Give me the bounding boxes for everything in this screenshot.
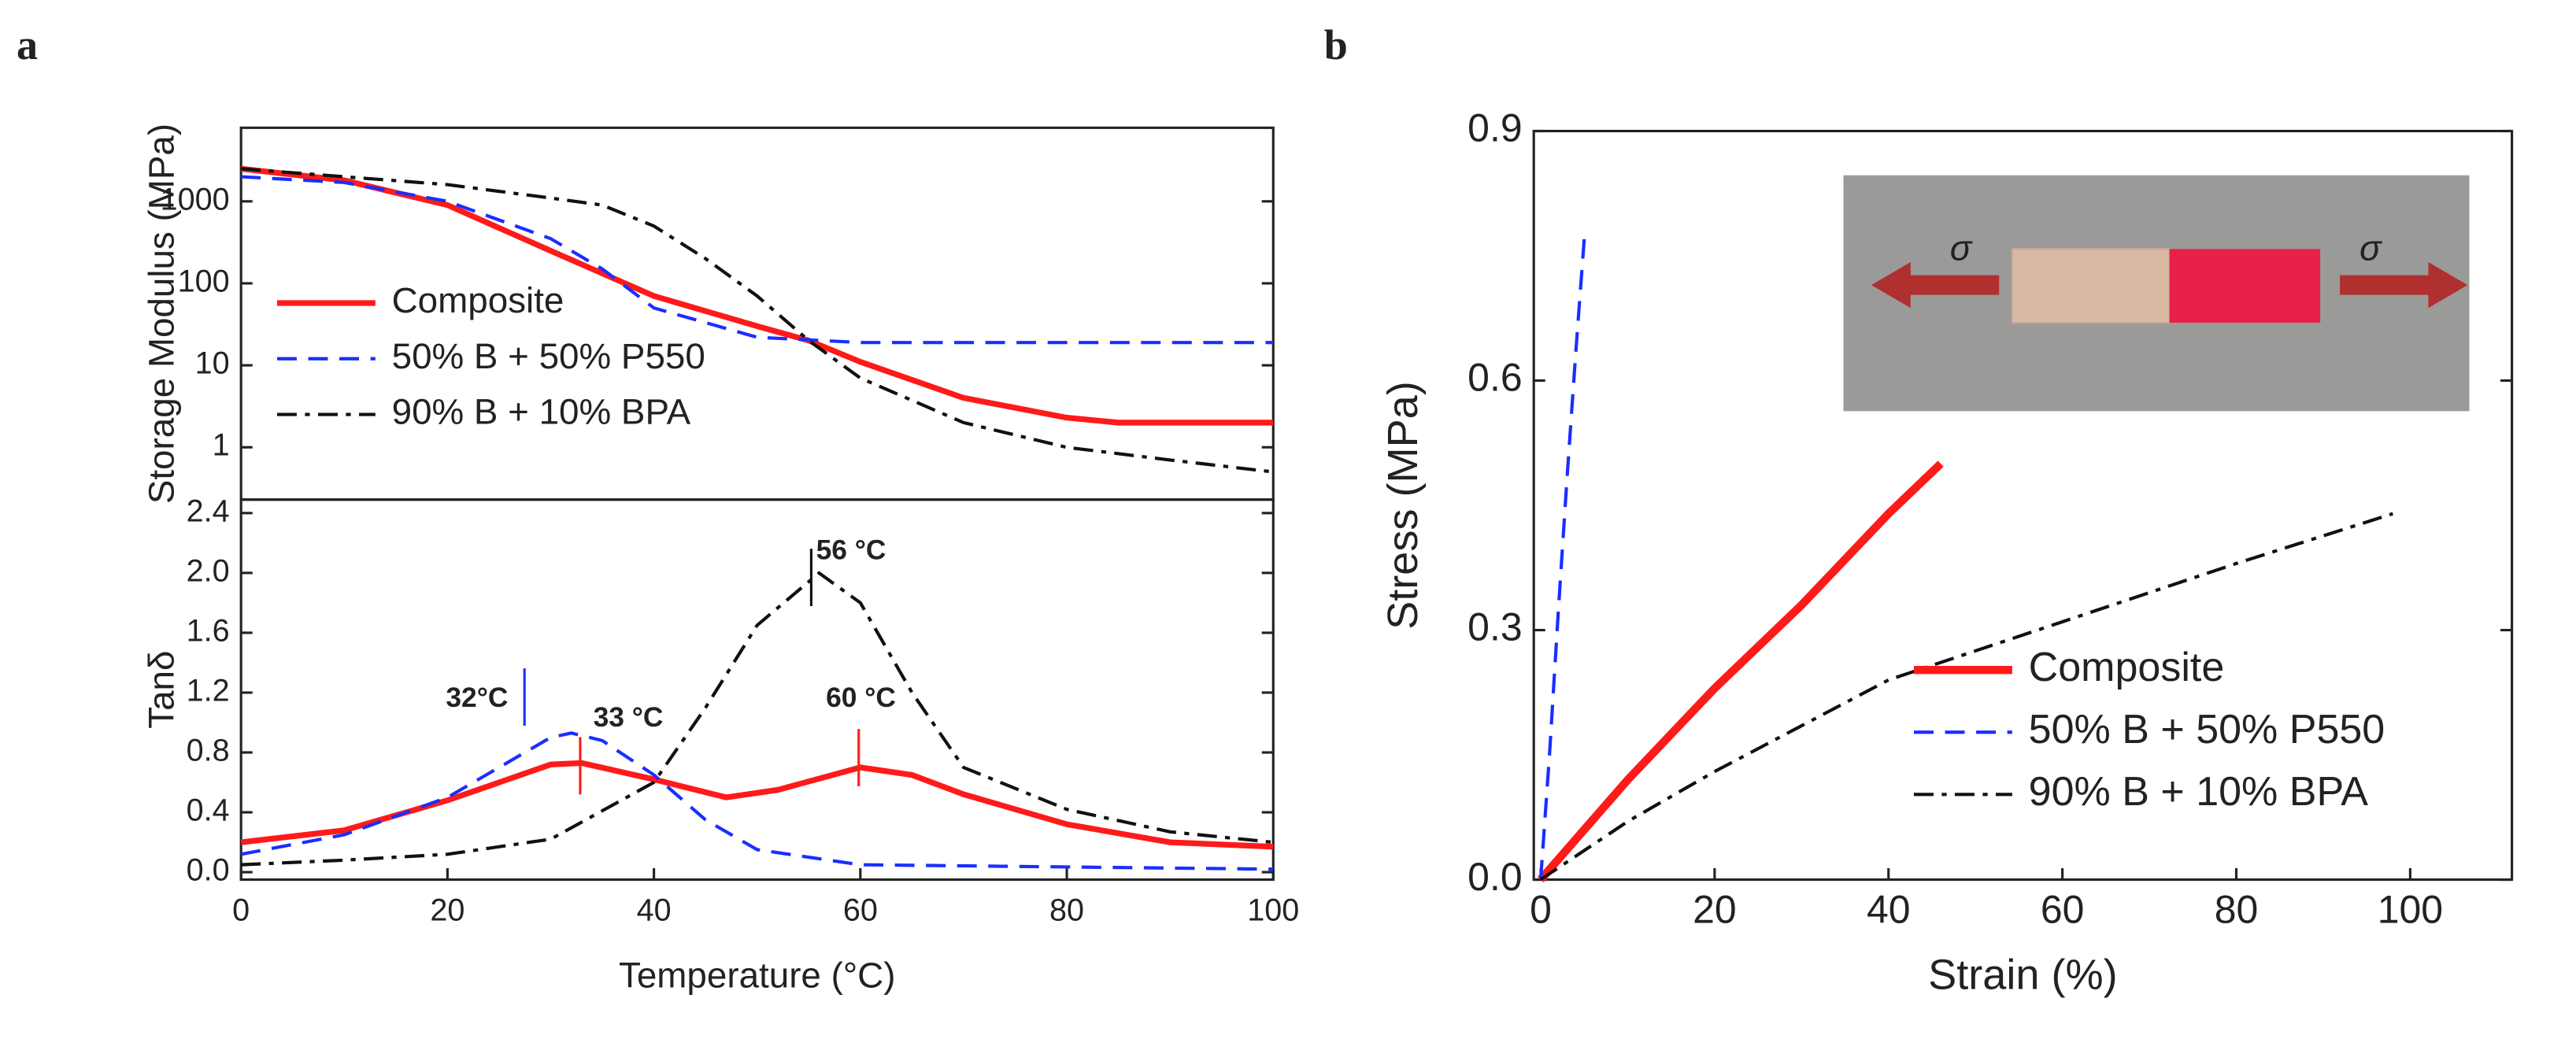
y-tick-label: 1.2 (187, 673, 230, 708)
inset-label: σ (2359, 228, 2383, 268)
y-tick-label: 1 (213, 428, 230, 463)
series-line (241, 175, 1274, 345)
y-tick-label: 0.9 (1468, 106, 1522, 150)
legend-label: 50% B + 50% P550 (392, 336, 705, 376)
x-tick-label: 60 (843, 893, 878, 928)
x-tick-label: 40 (637, 893, 672, 928)
x-tick-label: 20 (1693, 887, 1737, 931)
y-tick-label: 0.4 (187, 793, 230, 827)
legend-label: 90% B + 10% BPA (392, 392, 691, 432)
annotation: 56 °C (816, 535, 886, 566)
panel-label: b (1324, 21, 1348, 68)
y-tick-label: 1000 (161, 182, 230, 216)
inset-photo (1843, 175, 2470, 412)
legend-label: Composite (392, 280, 564, 320)
annotation: 32°C (446, 682, 508, 713)
inset-label: σ (1950, 228, 1974, 268)
y-tick-label: 0.8 (187, 733, 230, 767)
y-tick-label: 0.0 (187, 852, 230, 887)
x-tick-label: 100 (1247, 893, 1299, 928)
series-line (240, 731, 1274, 871)
annotation: 33 °C (594, 702, 664, 733)
y-axis-title: Storage Modulus (MPa) (141, 124, 181, 504)
series-line (1537, 460, 1944, 882)
y-axis-title: Stress (MPa) (1379, 381, 1427, 630)
y-tick-label: 0.0 (1468, 855, 1522, 899)
plot-frame (239, 498, 1275, 882)
series-line (240, 760, 1274, 850)
y-tick-label: 2.0 (187, 553, 230, 588)
series-line (1539, 512, 2393, 882)
x-tick-label: 0 (232, 893, 250, 928)
legend-label: 90% B + 10% BPA (2029, 769, 2369, 815)
y-tick-label: 10 (195, 346, 230, 381)
y-tick-label: 100 (178, 264, 230, 298)
x-tick-label: 20 (430, 893, 464, 928)
series-line (241, 167, 1274, 474)
x-tick-label: 80 (2215, 887, 2259, 931)
panel-label: a (17, 21, 38, 68)
x-tick-label: 100 (2378, 887, 2443, 931)
y-tick-label: 0.3 (1468, 605, 1522, 649)
legend-label: Composite (2029, 645, 2225, 690)
series-line (241, 571, 1274, 867)
x-tick-label: 60 (2041, 887, 2085, 931)
x-tick-label: 40 (1867, 887, 1911, 931)
annotation: 60 °C (826, 682, 896, 713)
y-tick-label: 1.6 (187, 613, 230, 648)
x-axis-title: Temperature (°C) (619, 956, 895, 996)
series-line (1538, 238, 1586, 880)
x-axis-title: Strain (%) (1928, 952, 2117, 999)
x-tick-label: 80 (1049, 893, 1084, 928)
y-tick-label: 0.6 (1468, 356, 1522, 400)
x-tick-label: 0 (1530, 887, 1552, 931)
plot-frame (1532, 129, 2514, 882)
y-axis-title: Tanδ (141, 651, 181, 729)
legend-label: 50% B + 50% P550 (2029, 707, 2385, 752)
y-tick-label: 2.4 (187, 494, 230, 528)
